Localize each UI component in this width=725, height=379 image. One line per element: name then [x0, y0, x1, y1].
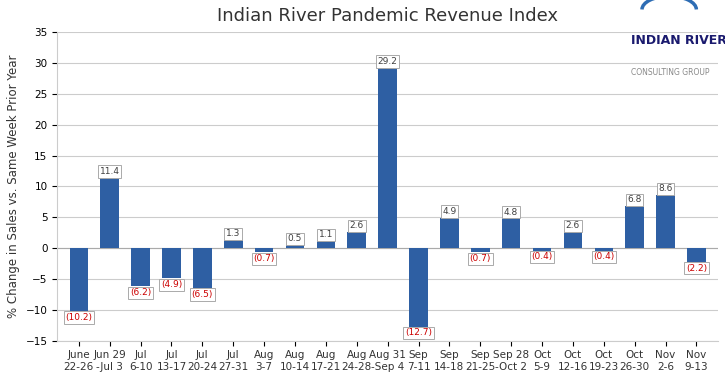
- Text: (0.4): (0.4): [531, 252, 552, 262]
- Title: Indian River Pandemic Revenue Index: Indian River Pandemic Revenue Index: [218, 7, 558, 25]
- Bar: [101, 178, 119, 248]
- Bar: [378, 68, 397, 248]
- Bar: [626, 206, 644, 248]
- Text: 4.9: 4.9: [442, 207, 457, 216]
- Bar: [533, 248, 551, 251]
- Bar: [317, 241, 335, 248]
- Bar: [563, 232, 582, 248]
- Text: INDIAN RIVER: INDIAN RIVER: [631, 34, 725, 47]
- Text: (0.4): (0.4): [593, 252, 614, 262]
- Bar: [687, 248, 705, 262]
- Text: 8.6: 8.6: [658, 184, 673, 193]
- Text: (6.2): (6.2): [130, 288, 152, 297]
- Text: CONSULTING GROUP: CONSULTING GROUP: [631, 68, 709, 77]
- Bar: [409, 248, 428, 327]
- Bar: [131, 248, 150, 287]
- Text: 2.6: 2.6: [349, 221, 364, 230]
- Text: 1.1: 1.1: [319, 230, 333, 240]
- Bar: [656, 195, 675, 248]
- Bar: [193, 248, 212, 288]
- Text: (2.2): (2.2): [686, 263, 707, 273]
- Bar: [347, 232, 366, 248]
- Bar: [440, 218, 459, 248]
- Bar: [594, 248, 613, 251]
- Text: (12.7): (12.7): [405, 328, 432, 337]
- Text: (6.5): (6.5): [191, 290, 213, 299]
- Text: 11.4: 11.4: [100, 167, 120, 176]
- Text: 1.3: 1.3: [226, 229, 241, 238]
- Bar: [502, 219, 521, 248]
- Bar: [224, 240, 242, 248]
- Text: (10.2): (10.2): [65, 313, 92, 322]
- Text: (0.7): (0.7): [470, 254, 491, 263]
- Text: 29.2: 29.2: [378, 57, 397, 66]
- Bar: [70, 248, 88, 311]
- Text: 2.6: 2.6: [566, 221, 580, 230]
- Bar: [162, 248, 181, 279]
- Text: (0.7): (0.7): [254, 254, 275, 263]
- Text: 0.5: 0.5: [288, 234, 302, 243]
- Bar: [286, 245, 304, 248]
- Bar: [255, 248, 273, 252]
- Y-axis label: % Change in Sales vs. Same Week Prior Year: % Change in Sales vs. Same Week Prior Ye…: [7, 55, 20, 318]
- Text: 4.8: 4.8: [504, 208, 518, 217]
- Text: 6.8: 6.8: [628, 195, 642, 204]
- Text: (4.9): (4.9): [161, 280, 182, 289]
- Bar: [471, 248, 489, 252]
